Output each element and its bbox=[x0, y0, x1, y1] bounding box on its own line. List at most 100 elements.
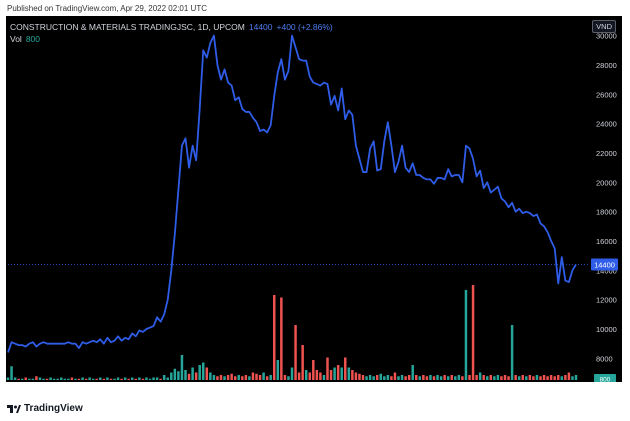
volume-bar bbox=[52, 378, 56, 380]
volume-bar bbox=[45, 378, 49, 380]
volume-bar bbox=[74, 378, 77, 380]
volume-bar bbox=[17, 378, 20, 380]
volume-bar bbox=[141, 378, 145, 380]
volume-bar bbox=[542, 375, 546, 380]
volume-bar bbox=[241, 376, 244, 380]
volume-bar bbox=[258, 375, 262, 380]
volume-bar bbox=[432, 376, 436, 380]
volume-bar bbox=[166, 377, 169, 380]
y-axis: 8000 10000 12000 14000 16000 18000 20000 22000 2… bbox=[596, 32, 617, 364]
legend-price: 14400 bbox=[248, 22, 273, 32]
volume-bar bbox=[557, 375, 560, 380]
volume-bar bbox=[450, 375, 453, 380]
volume-bar bbox=[510, 325, 514, 380]
volume-bar bbox=[187, 373, 191, 380]
volume-bar bbox=[177, 371, 180, 380]
volume-bar bbox=[517, 376, 521, 380]
tradingview-logo[interactable]: TradingView bbox=[7, 403, 83, 414]
volume-bar bbox=[38, 377, 42, 380]
volume-bar bbox=[205, 367, 209, 380]
volume-bar bbox=[127, 378, 130, 380]
volume-bar bbox=[162, 375, 166, 380]
tradingview-logo-icon bbox=[7, 404, 21, 413]
volume-bar bbox=[159, 378, 162, 380]
y-tick-label: 28000 bbox=[596, 61, 617, 70]
volume-bar bbox=[383, 376, 386, 380]
volume-bar bbox=[312, 360, 315, 380]
volume-bar bbox=[457, 375, 461, 380]
volume-bar bbox=[28, 378, 31, 380]
y-tick-label: 30000 bbox=[596, 32, 617, 41]
volume-bar bbox=[393, 372, 397, 380]
volume-bar bbox=[567, 372, 571, 380]
volume-bar bbox=[425, 376, 429, 380]
volume-bar bbox=[191, 367, 194, 380]
volume-bar bbox=[525, 376, 528, 380]
volume-bar bbox=[418, 376, 422, 380]
chart-panel[interactable]: 8000 10000 12000 14000 16000 18000 20000 22000 2… bbox=[6, 16, 622, 382]
volume-bar bbox=[404, 376, 407, 380]
volume-bar bbox=[340, 367, 343, 380]
y-tick-label: 10000 bbox=[596, 325, 617, 334]
symbol-name: CONSTRUCTION & MATERIALS TRADINGJSC, 1D,… bbox=[10, 22, 245, 32]
brand-name: TradingView bbox=[24, 403, 83, 414]
volume-bar bbox=[329, 370, 333, 380]
volume-bar bbox=[42, 378, 45, 380]
volume-bar bbox=[553, 376, 556, 380]
volume-bar bbox=[198, 365, 201, 380]
volume-bar bbox=[152, 377, 155, 380]
volume-bar bbox=[574, 375, 578, 380]
volume-bar bbox=[244, 375, 248, 380]
volume-label: Vol bbox=[10, 34, 22, 44]
volume-bar bbox=[84, 378, 88, 380]
volume-bar bbox=[265, 376, 269, 380]
volume-bar bbox=[202, 362, 205, 380]
currency-button[interactable]: VND bbox=[592, 20, 616, 33]
volume-bar bbox=[131, 377, 134, 380]
volume-bar bbox=[251, 372, 255, 380]
volume-bar bbox=[304, 370, 308, 380]
volume-bar bbox=[262, 372, 265, 380]
legend-change: +400 (+2.86%) bbox=[276, 22, 333, 32]
volume-bar bbox=[212, 375, 216, 380]
volume-bar bbox=[436, 375, 439, 380]
volume-bar bbox=[471, 285, 475, 380]
volume-bar bbox=[180, 355, 184, 380]
volume-bar bbox=[10, 366, 13, 380]
last-volume-tag: 800 bbox=[594, 374, 616, 382]
volume-bar bbox=[443, 375, 446, 380]
volume-bar bbox=[514, 375, 517, 380]
volume-bar bbox=[294, 325, 297, 380]
volume-bar bbox=[336, 365, 340, 380]
volume-bar bbox=[308, 372, 311, 380]
volume-bar bbox=[446, 376, 450, 380]
volume-bar bbox=[333, 367, 336, 380]
y-tick-label: 22000 bbox=[596, 149, 617, 158]
volume-bar bbox=[145, 377, 148, 380]
volume-bar bbox=[326, 357, 329, 380]
volume-bar bbox=[489, 375, 493, 380]
volume-bar bbox=[273, 295, 276, 380]
volume-bar bbox=[535, 375, 539, 380]
volume-bar bbox=[375, 375, 379, 380]
volume-bar bbox=[549, 375, 553, 380]
volume-bar bbox=[49, 377, 52, 380]
volume-bar bbox=[411, 365, 414, 380]
volume-bar bbox=[372, 376, 375, 380]
published-note: Published on TradingView.com, Apr 29, 20… bbox=[7, 4, 207, 13]
volume-bar bbox=[521, 375, 524, 380]
y-tick-label: 16000 bbox=[596, 237, 617, 246]
volume-bar bbox=[422, 375, 425, 380]
volume-bar bbox=[276, 360, 280, 380]
volume-bar bbox=[233, 376, 237, 380]
volume-bar bbox=[475, 375, 478, 380]
last-price-tag: 14400 bbox=[591, 258, 618, 271]
volume-bar bbox=[486, 376, 489, 380]
price-chart[interactable]: 8000 10000 12000 14000 16000 18000 20000 22000 2… bbox=[6, 16, 622, 382]
volume-bar bbox=[351, 370, 354, 380]
volume-bar bbox=[368, 375, 372, 380]
volume-bar bbox=[209, 372, 212, 380]
volume-bar bbox=[571, 376, 574, 380]
volume-bar bbox=[461, 376, 464, 380]
volume-bar bbox=[194, 372, 198, 380]
